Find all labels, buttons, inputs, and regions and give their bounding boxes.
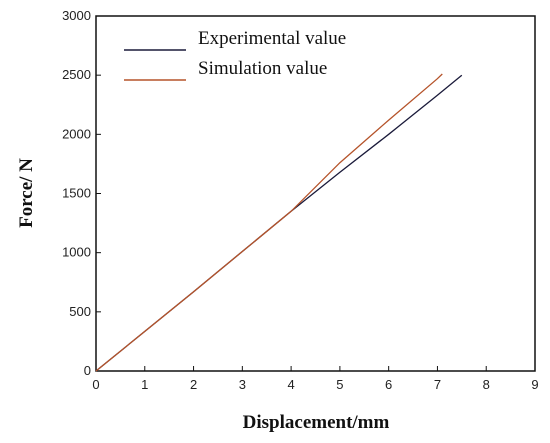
- y-tick-label: 2000: [62, 126, 91, 141]
- y-axis-title: Force/ N: [16, 158, 37, 228]
- x-tick-label: 1: [141, 377, 148, 392]
- x-tick-label: 6: [385, 377, 392, 392]
- x-axis-title: Displacement/mm: [243, 412, 390, 433]
- series-line-1: [95, 73, 443, 372]
- y-tick-label: 0: [84, 363, 91, 378]
- legend: Experimental value Simulation value: [124, 28, 346, 81]
- x-tick-label: 2: [190, 377, 197, 392]
- legend-label-1: Simulation value: [198, 58, 327, 79]
- x-tick-label: 3: [239, 377, 246, 392]
- ticks: 0 1 2 3 4 5 6 7 8 9 0 500 1000 1500 2000 2500 3000: [62, 8, 539, 392]
- y-tick-label: 500: [69, 304, 91, 319]
- y-tick-label: 3000: [62, 8, 91, 23]
- series-lines: [95, 73, 463, 372]
- x-tick-label: 4: [287, 377, 294, 392]
- x-tick-label: 8: [483, 377, 490, 392]
- y-tick-label: 2500: [62, 67, 91, 82]
- x-tick-label: 7: [434, 377, 441, 392]
- x-tick-label: 0: [92, 377, 99, 392]
- x-tick-label: 5: [336, 377, 343, 392]
- x-tick-label: 9: [531, 377, 538, 392]
- y-tick-label: 1000: [62, 245, 91, 260]
- legend-label-0: Experimental value: [198, 28, 346, 49]
- y-tick-label: 1500: [62, 186, 91, 201]
